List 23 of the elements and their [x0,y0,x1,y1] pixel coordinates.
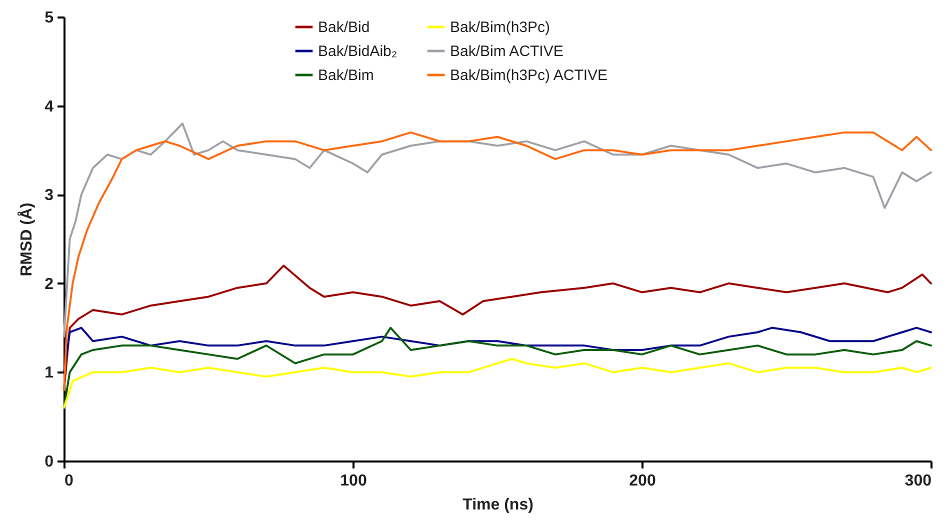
y-tick-label: 4 [44,98,54,116]
line-series [63,131,932,391]
legend-label: Bak/Bim [318,67,374,84]
y-tick-label: 0 [44,454,54,470]
legend-label: Bak/Bim(h3Pc) [450,19,550,36]
y-tick-label: 3 [44,187,54,204]
x-tick-label: 0 [64,472,74,490]
y-tick-label: 1 [44,364,54,382]
line-series [63,358,932,409]
x-axis-title: Time (ns) [462,496,534,514]
line-series [63,326,932,409]
y-axis-title: RMSD (Å) [16,202,36,276]
y-tick-label: 2 [44,276,54,293]
legend-label: Bak/Bid [318,19,370,36]
line-series [63,326,932,374]
x-tick-label: 300 [904,472,932,490]
legend-label: Bak/BidAib₂ [318,43,398,60]
legend-label: Bak/Bim ACTIVE [450,43,564,60]
x-tick-label: 100 [340,472,367,490]
y-tick-label: 5 [44,10,54,26]
legend-label: Bak/Bim(h3Pc) ACTIVE [450,67,608,84]
x-tick-label: 200 [629,472,656,490]
line-series [63,122,932,338]
